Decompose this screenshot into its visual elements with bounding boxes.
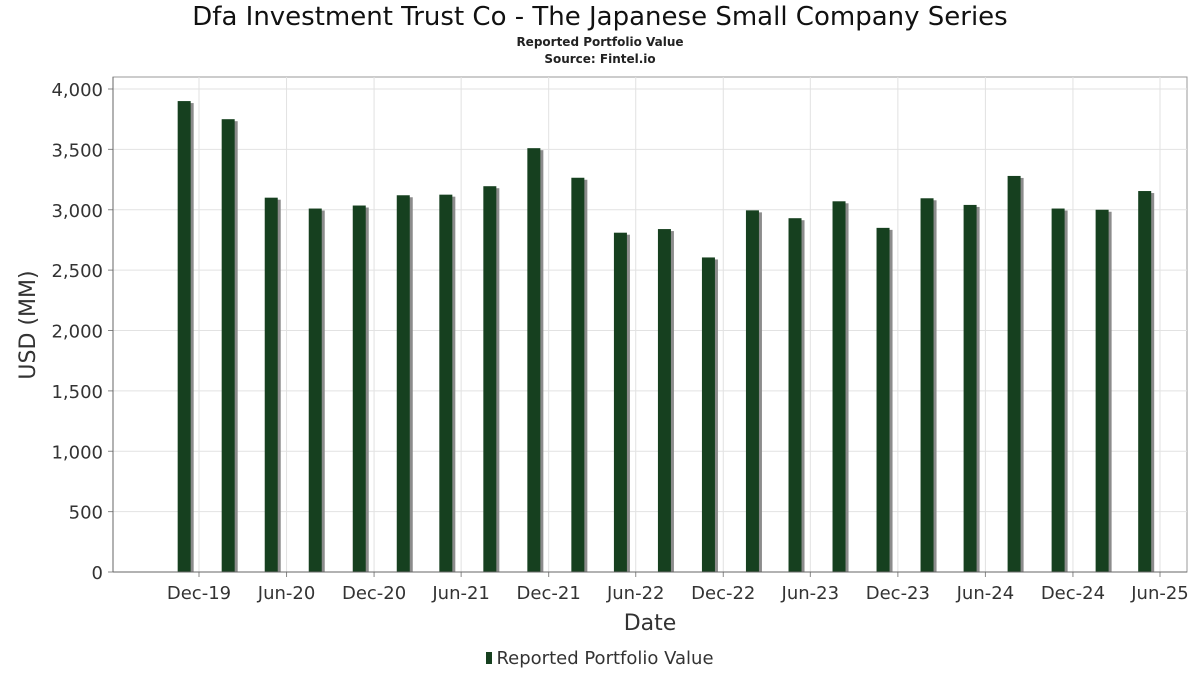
bar: [264, 197, 278, 573]
bar: [1051, 208, 1065, 573]
chart-subtitle: Reported Portfolio Value: [516, 35, 684, 49]
legend-swatch: [486, 652, 493, 664]
x-tick-label: Dec-19: [167, 583, 231, 604]
x-tick-label: Jun-20: [257, 583, 316, 604]
chart-source: Source: Fintel.io: [544, 52, 656, 66]
x-tick-label: Dec-23: [866, 583, 930, 604]
y-tick-label: 3,000: [51, 201, 103, 222]
bar: [483, 186, 497, 573]
bar: [920, 198, 934, 572]
bar: [788, 218, 802, 572]
bar: [1095, 209, 1109, 572]
y-axis-title: USD (MM): [16, 270, 41, 379]
bar: [352, 205, 366, 572]
bar: [396, 195, 410, 572]
x-tick-label: Jun-22: [606, 583, 665, 604]
y-tick-label: 500: [69, 503, 103, 524]
y-tick-label: 1,500: [51, 382, 103, 403]
bar: [876, 227, 890, 573]
chart-title: Dfa Investment Trust Co - The Japanese S…: [192, 2, 1008, 32]
bar: [745, 210, 759, 572]
x-tick-label: Dec-24: [1041, 583, 1105, 604]
y-tick-label: 2,500: [51, 261, 103, 282]
x-tick-label: Jun-24: [956, 583, 1015, 604]
bar: [963, 204, 977, 573]
bar: [221, 119, 235, 572]
x-tick-label: Dec-20: [342, 583, 406, 604]
x-tick-label: Jun-21: [431, 583, 490, 604]
x-tick-label: Jun-23: [781, 583, 840, 604]
legend-label: Reported Portfolio Value: [496, 648, 714, 669]
x-tick-label: Jun-25: [1130, 583, 1189, 604]
bar: [308, 208, 322, 573]
bar: [1007, 175, 1021, 572]
bar: [571, 177, 585, 572]
bar: [657, 229, 671, 572]
y-tick-label: 3,500: [51, 140, 103, 161]
bar: [1138, 191, 1152, 572]
bar: [613, 232, 627, 572]
bar: [832, 201, 846, 573]
legend: Reported Portfolio Value: [0, 648, 1200, 669]
x-tick-label: Dec-21: [517, 583, 581, 604]
x-tick-label: Dec-22: [691, 583, 755, 604]
bar: [439, 194, 453, 572]
y-tick-label: 0: [92, 563, 103, 584]
bar: [701, 257, 715, 572]
y-tick-label: 1,000: [51, 442, 103, 463]
x-axis-title: Date: [624, 611, 677, 636]
bar: [527, 148, 541, 573]
bar: [177, 101, 191, 572]
y-tick-label: 4,000: [51, 80, 103, 101]
y-tick-label: 2,000: [51, 322, 103, 343]
